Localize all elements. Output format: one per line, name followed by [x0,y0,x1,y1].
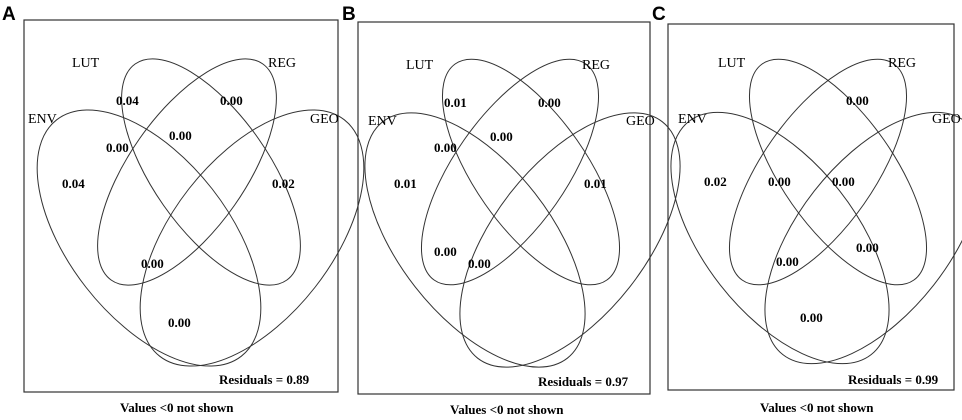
ellipse-env [670,111,890,365]
value-lut-reg: 0.00 [490,129,513,144]
value-lut-geo: 0.00 [856,240,879,255]
ellipse-env [36,109,262,367]
value-lut-reg: 0.00 [169,128,192,143]
value-env-only: 0.04 [62,176,85,191]
value-geo-only: 0.01 [584,176,607,191]
panel-a: A LUT REG ENV GEO 0.04 0.00 0.00 0.00 0.… [2,4,365,415]
value-lut-only: 0.01 [444,95,467,110]
panel-frame [357,21,651,395]
residuals-label: Residuals = 0.89 [219,372,310,387]
ellipse-env [364,112,586,368]
set-label-env: ENV [368,114,397,129]
value-reg-only: 0.00 [538,95,561,110]
set-label-lut: LUT [406,58,434,73]
ellipse-reg [728,58,908,286]
panel-letter: B [342,4,356,25]
ellipse-reg [420,58,600,286]
panel-letter: A [2,4,16,25]
value-env-reg: 0.00 [141,256,164,271]
value-env-geo: 0.00 [168,315,191,330]
venn-ellipses [364,58,681,368]
set-label-reg: REG [582,58,610,73]
set-label-geo: GEO [626,114,655,129]
value-reg-only: 0.00 [220,93,243,108]
ellipse-geo [459,112,681,368]
ellipse-lut [121,58,301,286]
set-label-env: ENV [678,112,707,127]
ellipse-lut [441,58,621,286]
value-reg-geo: 0.00 [832,174,855,189]
panel-b: B LUT REG ENV GEO 0.01 0.00 0.00 0.00 0.… [342,4,681,417]
value-env-lut: 0.00 [434,140,457,155]
panel-frame [667,23,955,391]
ellipse-lut [748,58,928,286]
set-label-reg: REG [268,56,296,71]
panel-c: C LUT REG ENV GEO 0.00 0.02 0.00 0.00 0.… [652,4,962,415]
footnote: Values <0 not shown [760,400,874,415]
value-env-only: 0.02 [704,174,727,189]
value-env-reg-geo: 0.00 [434,244,457,259]
value-geo-only: 0.02 [272,176,295,191]
ellipse-reg [97,58,277,286]
venn-ellipses [36,58,365,367]
residuals-label: Residuals = 0.97 [538,374,629,389]
panel-letter: C [652,4,666,25]
residuals-label: Residuals = 0.99 [848,372,939,387]
set-label-geo: GEO [310,112,339,127]
value-env-lut: 0.00 [768,174,791,189]
venn-ellipses [670,58,962,365]
set-label-env: ENV [28,112,57,127]
value-env-reg: 0.00 [776,254,799,269]
value-reg-only: 0.00 [846,93,869,108]
set-label-lut: LUT [72,56,100,71]
value-env-lut: 0.00 [106,140,129,155]
ellipse-geo [764,111,962,365]
value-lut-only: 0.04 [116,93,139,108]
footnote: Values <0 not shown [450,402,564,417]
set-label-geo: GEO [932,112,961,127]
set-label-lut: LUT [718,56,746,71]
panel-frame [23,19,339,393]
ellipse-geo [139,109,365,367]
footnote: Values <0 not shown [120,400,234,415]
value-env-geo: 0.00 [800,310,823,325]
set-label-reg: REG [888,56,916,71]
value-env-only: 0.01 [394,176,417,191]
value-env-reg: 0.00 [468,256,491,271]
